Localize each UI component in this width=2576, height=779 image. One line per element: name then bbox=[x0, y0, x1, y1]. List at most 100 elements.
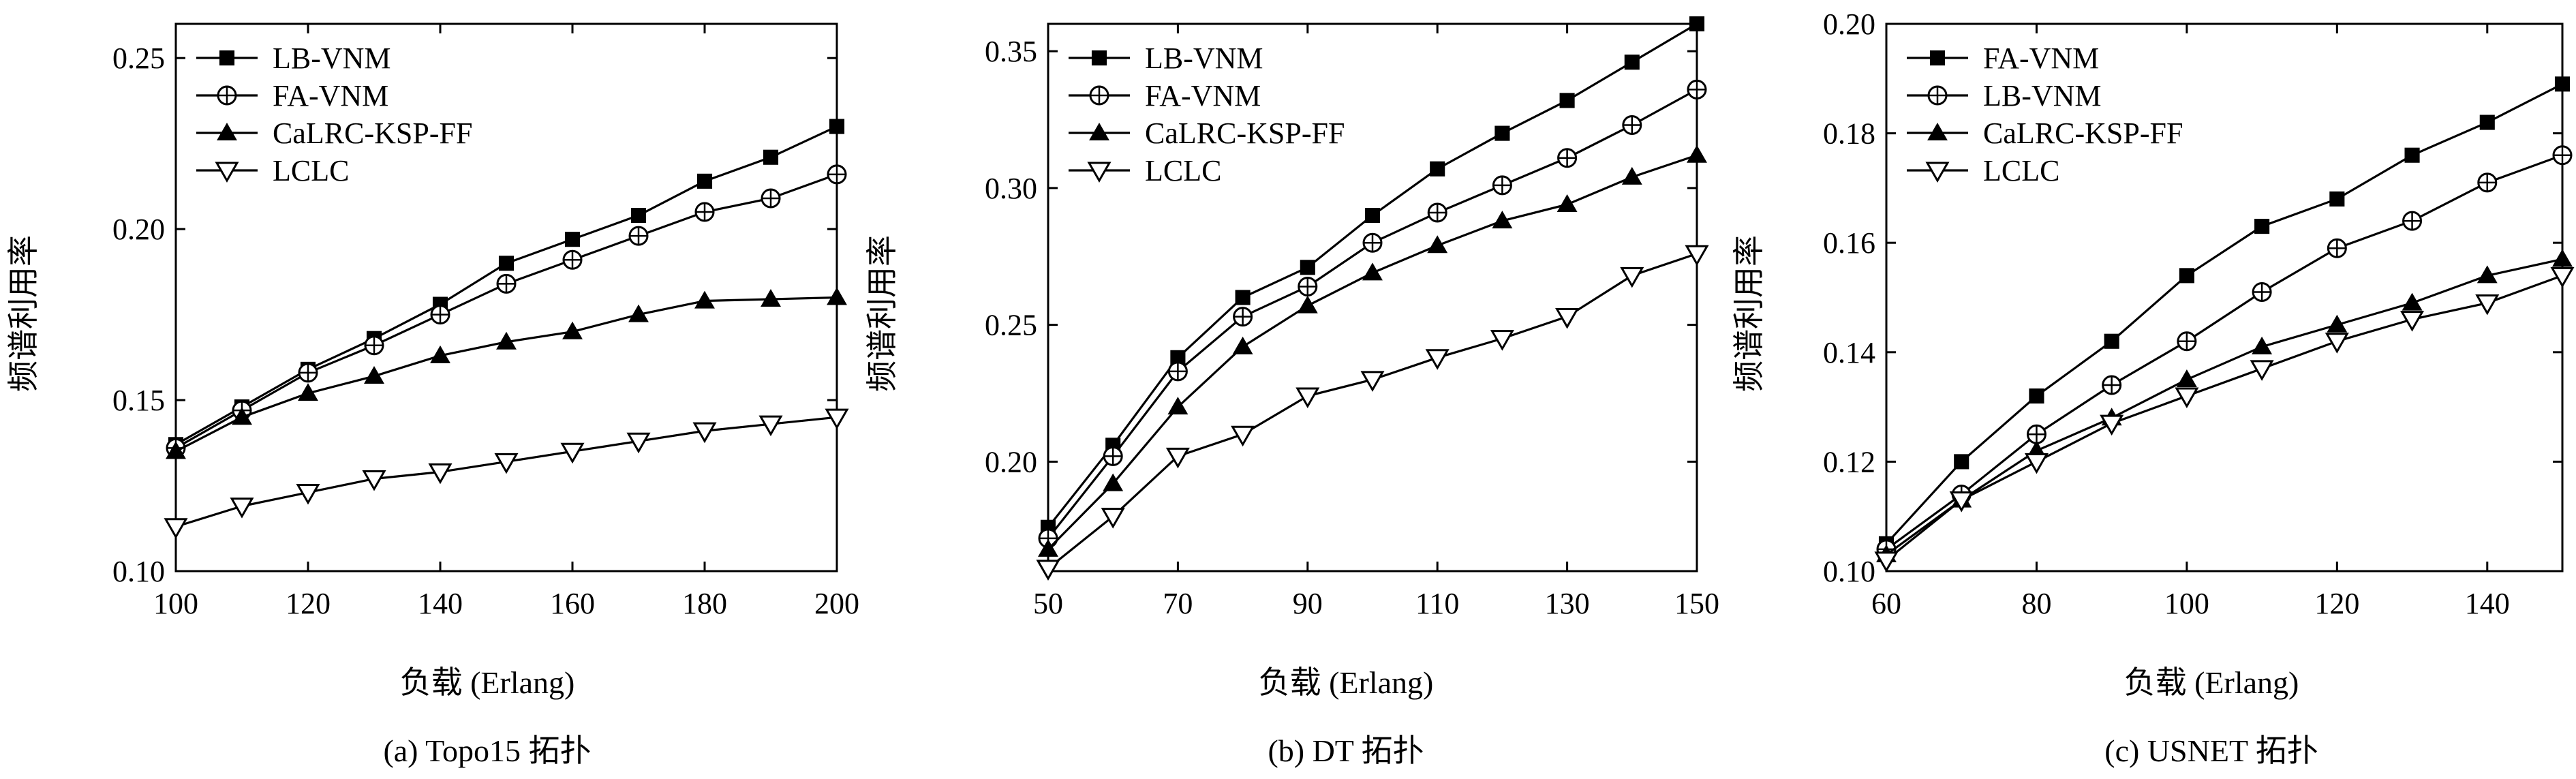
chart-c-point bbox=[2250, 360, 2274, 381]
chart-b-point bbox=[1298, 276, 1318, 296]
chart-c-point bbox=[2177, 331, 2197, 352]
chart-b-caption: (b) DT 拓扑 bbox=[1268, 733, 1424, 768]
chart-c-point bbox=[2024, 453, 2049, 474]
chart-a-caption: (a) Topo15 拓扑 bbox=[383, 733, 591, 768]
chart-a-marks: 100 120 140 160 180 200 0.10 0.15 0.20 0.25 LB-VNM… bbox=[112, 22, 859, 620]
chart-a-point bbox=[166, 441, 186, 459]
chart-b-ytick-label: 0.20 bbox=[985, 445, 1037, 478]
chart-c-ytick-label: 0.20 bbox=[1823, 7, 1875, 41]
chart-c-caption: (c) USNET 拓扑 bbox=[2104, 733, 2318, 768]
chart-a-point bbox=[694, 290, 715, 309]
chart-b-point bbox=[1622, 115, 1642, 136]
chart-a-point bbox=[562, 321, 583, 339]
chart-b-point bbox=[1231, 425, 1255, 447]
chart-a-point bbox=[430, 305, 450, 325]
chart-c-point bbox=[2477, 265, 2498, 284]
chart-a-point bbox=[761, 289, 781, 307]
chart-b-point bbox=[1036, 560, 1060, 581]
chart-b-xtick-label: 150 bbox=[1674, 587, 1719, 620]
chart-c-point bbox=[2477, 172, 2498, 193]
chart-a-ytick-label: 0.15 bbox=[112, 384, 165, 417]
chart-b-legend-marker bbox=[1091, 50, 1107, 66]
chart-a-ytick-label: 0.20 bbox=[112, 213, 165, 246]
chart-c-xtick-label: 60 bbox=[1871, 587, 1901, 620]
chart-a-point bbox=[362, 470, 386, 491]
chart-c-point bbox=[2029, 388, 2044, 404]
chart-c-point bbox=[2400, 311, 2425, 332]
chart-b-point bbox=[1235, 290, 1251, 305]
chart-b-point bbox=[1624, 55, 1640, 70]
chart-b-point bbox=[1490, 330, 1514, 351]
chart-b-point bbox=[1427, 202, 1447, 223]
chart-c-ytick-label: 0.12 bbox=[1823, 445, 1875, 478]
chart-b-xtick-label: 50 bbox=[1033, 587, 1063, 620]
chart-c-point bbox=[2402, 211, 2423, 231]
chart-a-point bbox=[298, 383, 318, 401]
chart-a-point bbox=[827, 287, 847, 305]
chart-a-point bbox=[232, 407, 252, 425]
chart-b-ytick-label: 0.35 bbox=[985, 35, 1037, 68]
chart-b-point bbox=[1364, 208, 1381, 224]
chart-c-point bbox=[2404, 147, 2420, 163]
chart-c-ytick-label: 0.14 bbox=[1823, 336, 1875, 369]
chart-a-series-line-2 bbox=[175, 173, 838, 449]
chart-b-legend-marker bbox=[1089, 123, 1109, 141]
chart-a-point bbox=[761, 188, 781, 209]
chart-b-point bbox=[1555, 308, 1580, 329]
chart-a-point bbox=[825, 408, 849, 430]
chart-b-point bbox=[1689, 16, 1705, 32]
chart-c-point bbox=[2327, 314, 2348, 333]
chart-b-xtick-label: 130 bbox=[1545, 587, 1590, 620]
chart-c-xlabel: 负载 (Erlang) bbox=[2124, 665, 2299, 700]
chart-a-legend-label: LCLC bbox=[273, 154, 349, 187]
chart-c-ylabel: 频谱利用率 bbox=[1732, 235, 1766, 392]
chart-b-legend-marker bbox=[1087, 162, 1111, 183]
chart-b-legend-label: LB-VNM bbox=[1145, 42, 1263, 75]
chart-a-point bbox=[763, 149, 779, 165]
chart-c-series-line-1 bbox=[1885, 82, 2563, 545]
chart-a-point bbox=[230, 498, 254, 519]
chart-a-legend-label: LB-VNM bbox=[273, 42, 391, 75]
chart-a-point bbox=[696, 173, 713, 189]
chart-a-xtick-label: 160 bbox=[550, 587, 595, 620]
chart-a-point bbox=[694, 202, 715, 222]
chart-c-marks: 60 80 100 120 140 0.10 0.12 0.14 0.16 0.18 0.20 FA-… bbox=[1823, 7, 2575, 620]
chart-b-xlabel: 负载 (Erlang) bbox=[1259, 665, 1434, 700]
chart-b-ytick-label: 0.25 bbox=[985, 309, 1037, 342]
chart-b-point bbox=[1170, 350, 1186, 365]
chart-a-xtick-label: 180 bbox=[682, 587, 727, 620]
chart-b-point bbox=[1425, 349, 1450, 370]
chart-c-point bbox=[2252, 336, 2273, 354]
chart-a-point bbox=[630, 208, 647, 224]
chart-c-point bbox=[2552, 145, 2573, 166]
chart-b-point bbox=[1494, 125, 1510, 141]
chart-c-point bbox=[2176, 369, 2197, 387]
chart-c-legend-label: FA-VNM bbox=[1983, 42, 2099, 75]
chart-a-point bbox=[364, 365, 384, 384]
chart-b-point bbox=[1297, 295, 1318, 314]
chart-b-xtick-label: 70 bbox=[1163, 587, 1193, 620]
chart-c-legend-marker bbox=[1927, 85, 1948, 106]
chart-a-point bbox=[298, 363, 318, 383]
chart-c-point bbox=[2552, 249, 2573, 267]
chart-b-point bbox=[1300, 260, 1315, 275]
chart-a-legend-marker bbox=[219, 50, 235, 66]
chart-a-ytick-label: 0.10 bbox=[112, 555, 165, 588]
chart-b-point bbox=[1101, 508, 1125, 529]
chart-a-point bbox=[296, 484, 320, 505]
chart-c-legend-marker bbox=[1925, 162, 1950, 183]
chart-b-point bbox=[1233, 307, 1253, 327]
chart-a-point bbox=[496, 273, 517, 294]
chart-c-legend-label: CaLRC-KSP-FF bbox=[1983, 117, 2183, 150]
chart-a-legend-marker bbox=[217, 123, 237, 141]
chart-b-point bbox=[1559, 93, 1575, 108]
chart-b-marks: 50 70 90 110 130 150 0.20 0.25 0.30 0.35 LB-VNM FA-… bbox=[985, 16, 1719, 620]
chart-b-xtick-label: 90 bbox=[1293, 587, 1323, 620]
chart-b-point bbox=[1103, 473, 1124, 491]
chart-a-point bbox=[758, 415, 783, 437]
chart-b-xtick-label: 110 bbox=[1415, 587, 1459, 620]
chart-c-point bbox=[2554, 76, 2571, 92]
chart-a-point bbox=[364, 335, 384, 356]
chart-panel-a: 100 120 140 160 180 200 0.10 0.15 0.20 0.25 LB-VNM… bbox=[6, 22, 859, 768]
